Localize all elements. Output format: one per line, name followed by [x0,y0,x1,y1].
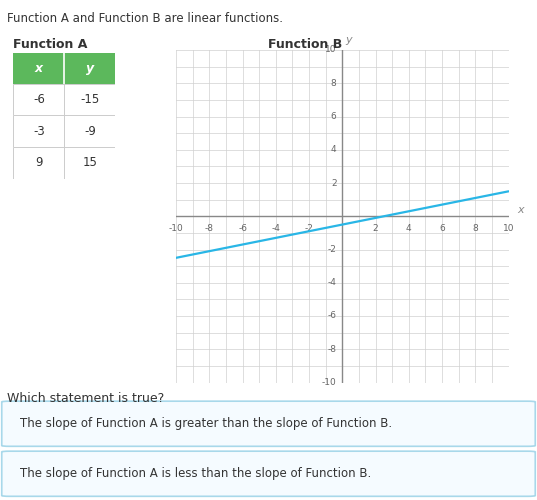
Text: -2: -2 [304,224,314,232]
Text: The slope of Function A is greater than the slope of Function B.: The slope of Function A is greater than … [20,417,392,430]
Text: 6: 6 [331,112,337,121]
Text: 10: 10 [503,224,514,232]
Text: 6: 6 [439,224,445,232]
Text: -3: -3 [33,124,45,138]
Text: 4: 4 [331,145,337,154]
Text: 2: 2 [373,224,379,232]
Text: 15: 15 [83,156,97,169]
Text: -6: -6 [33,93,45,106]
Text: -8: -8 [328,345,337,354]
Text: -10: -10 [169,224,184,232]
Text: 9: 9 [35,156,42,169]
Text: Function B: Function B [268,38,343,51]
Text: The slope of Function A is less than the slope of Function B.: The slope of Function A is less than the… [20,467,371,480]
Text: 10: 10 [325,46,337,54]
Text: Function A and Function B are linear functions.: Function A and Function B are linear fun… [7,12,283,24]
Text: -9: -9 [84,124,96,138]
Text: -2: -2 [328,245,337,254]
Text: y: y [86,62,94,74]
Text: -6: -6 [238,224,247,232]
Text: 2: 2 [331,178,337,188]
Text: -4: -4 [328,278,337,287]
Text: 8: 8 [473,224,478,232]
Text: -4: -4 [271,224,280,232]
Text: Which statement is true?: Which statement is true? [7,392,164,406]
Text: -10: -10 [322,378,337,387]
FancyBboxPatch shape [2,451,535,496]
Text: -8: -8 [205,224,214,232]
Text: x: x [517,206,524,216]
Text: -6: -6 [328,312,337,320]
Text: -15: -15 [81,93,99,106]
Text: x: x [35,62,43,74]
Text: 8: 8 [331,78,337,88]
FancyBboxPatch shape [2,401,535,446]
Text: y: y [345,35,352,45]
Text: Function A: Function A [13,38,88,51]
Text: 4: 4 [406,224,412,232]
